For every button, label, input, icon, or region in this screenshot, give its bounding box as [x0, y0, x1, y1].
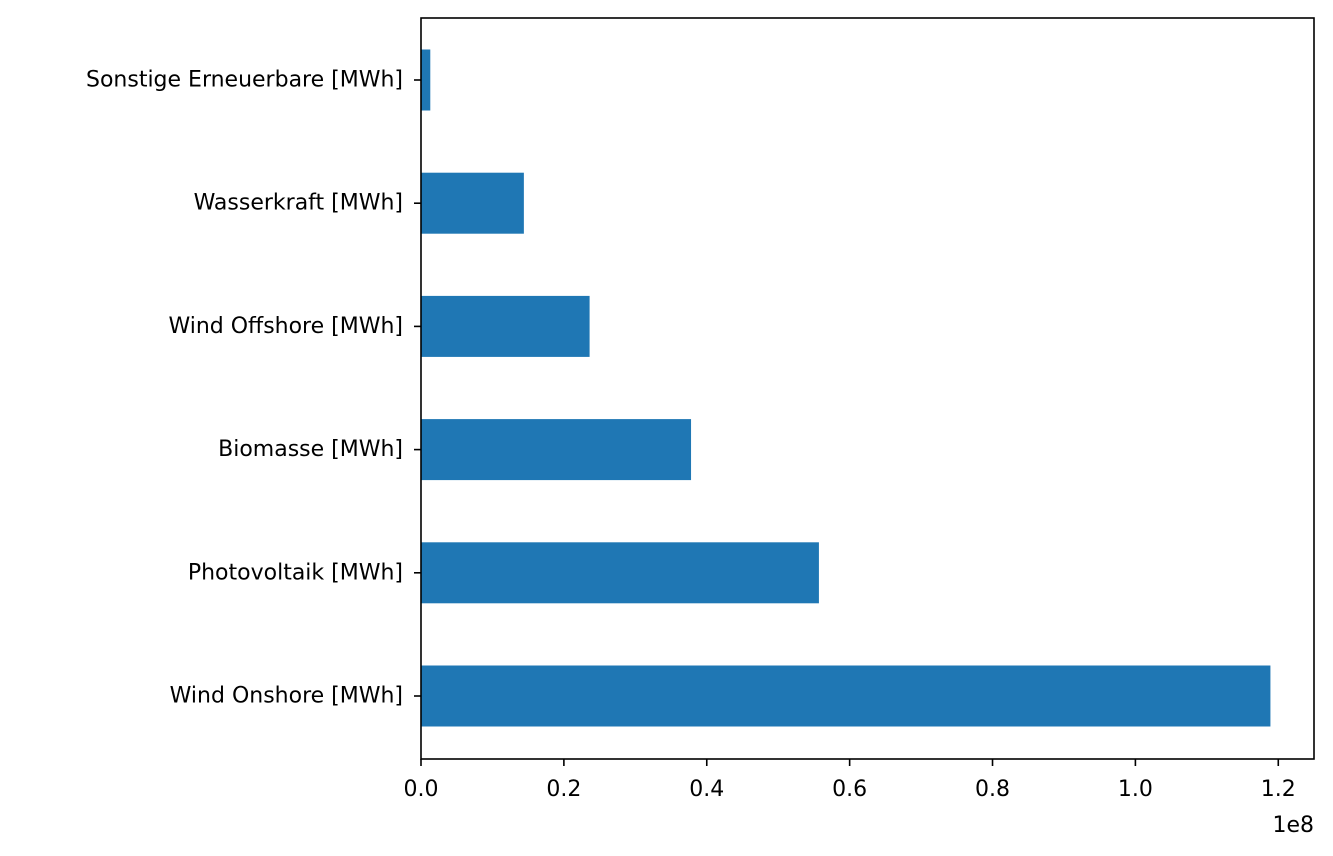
y-tick-label: Wasserkraft [MWh] — [194, 191, 403, 216]
y-ticks-layer: Wind Onshore [MWh] Photovoltaik [MWh] Biom… — [86, 68, 421, 709]
y-tick-label: Photovoltaik [MWh] — [188, 560, 403, 585]
x-tick-label: 0.8 — [975, 777, 1010, 802]
bar-wasserkraft — [421, 172, 524, 234]
x-axis-offset-label: 1e8 — [1272, 813, 1314, 838]
x-tick-label: 1.0 — [1118, 777, 1153, 802]
x-ticks-layer: 0.0 0.2 0.4 0.6 0.8 1.0 1.2 — [404, 759, 1296, 802]
x-tick-label: 0.2 — [546, 777, 581, 802]
plot-background — [421, 18, 1314, 759]
x-tick-label: 0.0 — [404, 777, 439, 802]
x-tick-label: 1.2 — [1261, 777, 1296, 802]
plot-frame — [420, 17, 1315, 760]
y-tick-label: Wind Onshore [MWh] — [170, 684, 403, 709]
bar-biomasse — [421, 419, 692, 481]
bars-layer — [421, 49, 1271, 727]
y-tick-label: Wind Offshore [MWh] — [168, 314, 403, 339]
x-tick-label: 0.6 — [832, 777, 867, 802]
y-tick-label: Sonstige Erneuerbare [MWh] — [86, 68, 403, 93]
bar-wind-onshore — [421, 665, 1271, 727]
bar-sonstige-erneuerbare — [421, 49, 431, 111]
x-tick-label: 0.4 — [689, 777, 724, 802]
bar-photovoltaik — [421, 542, 819, 604]
y-tick-label: Biomasse [MWh] — [218, 437, 403, 462]
bar-wind-offshore — [421, 295, 590, 357]
